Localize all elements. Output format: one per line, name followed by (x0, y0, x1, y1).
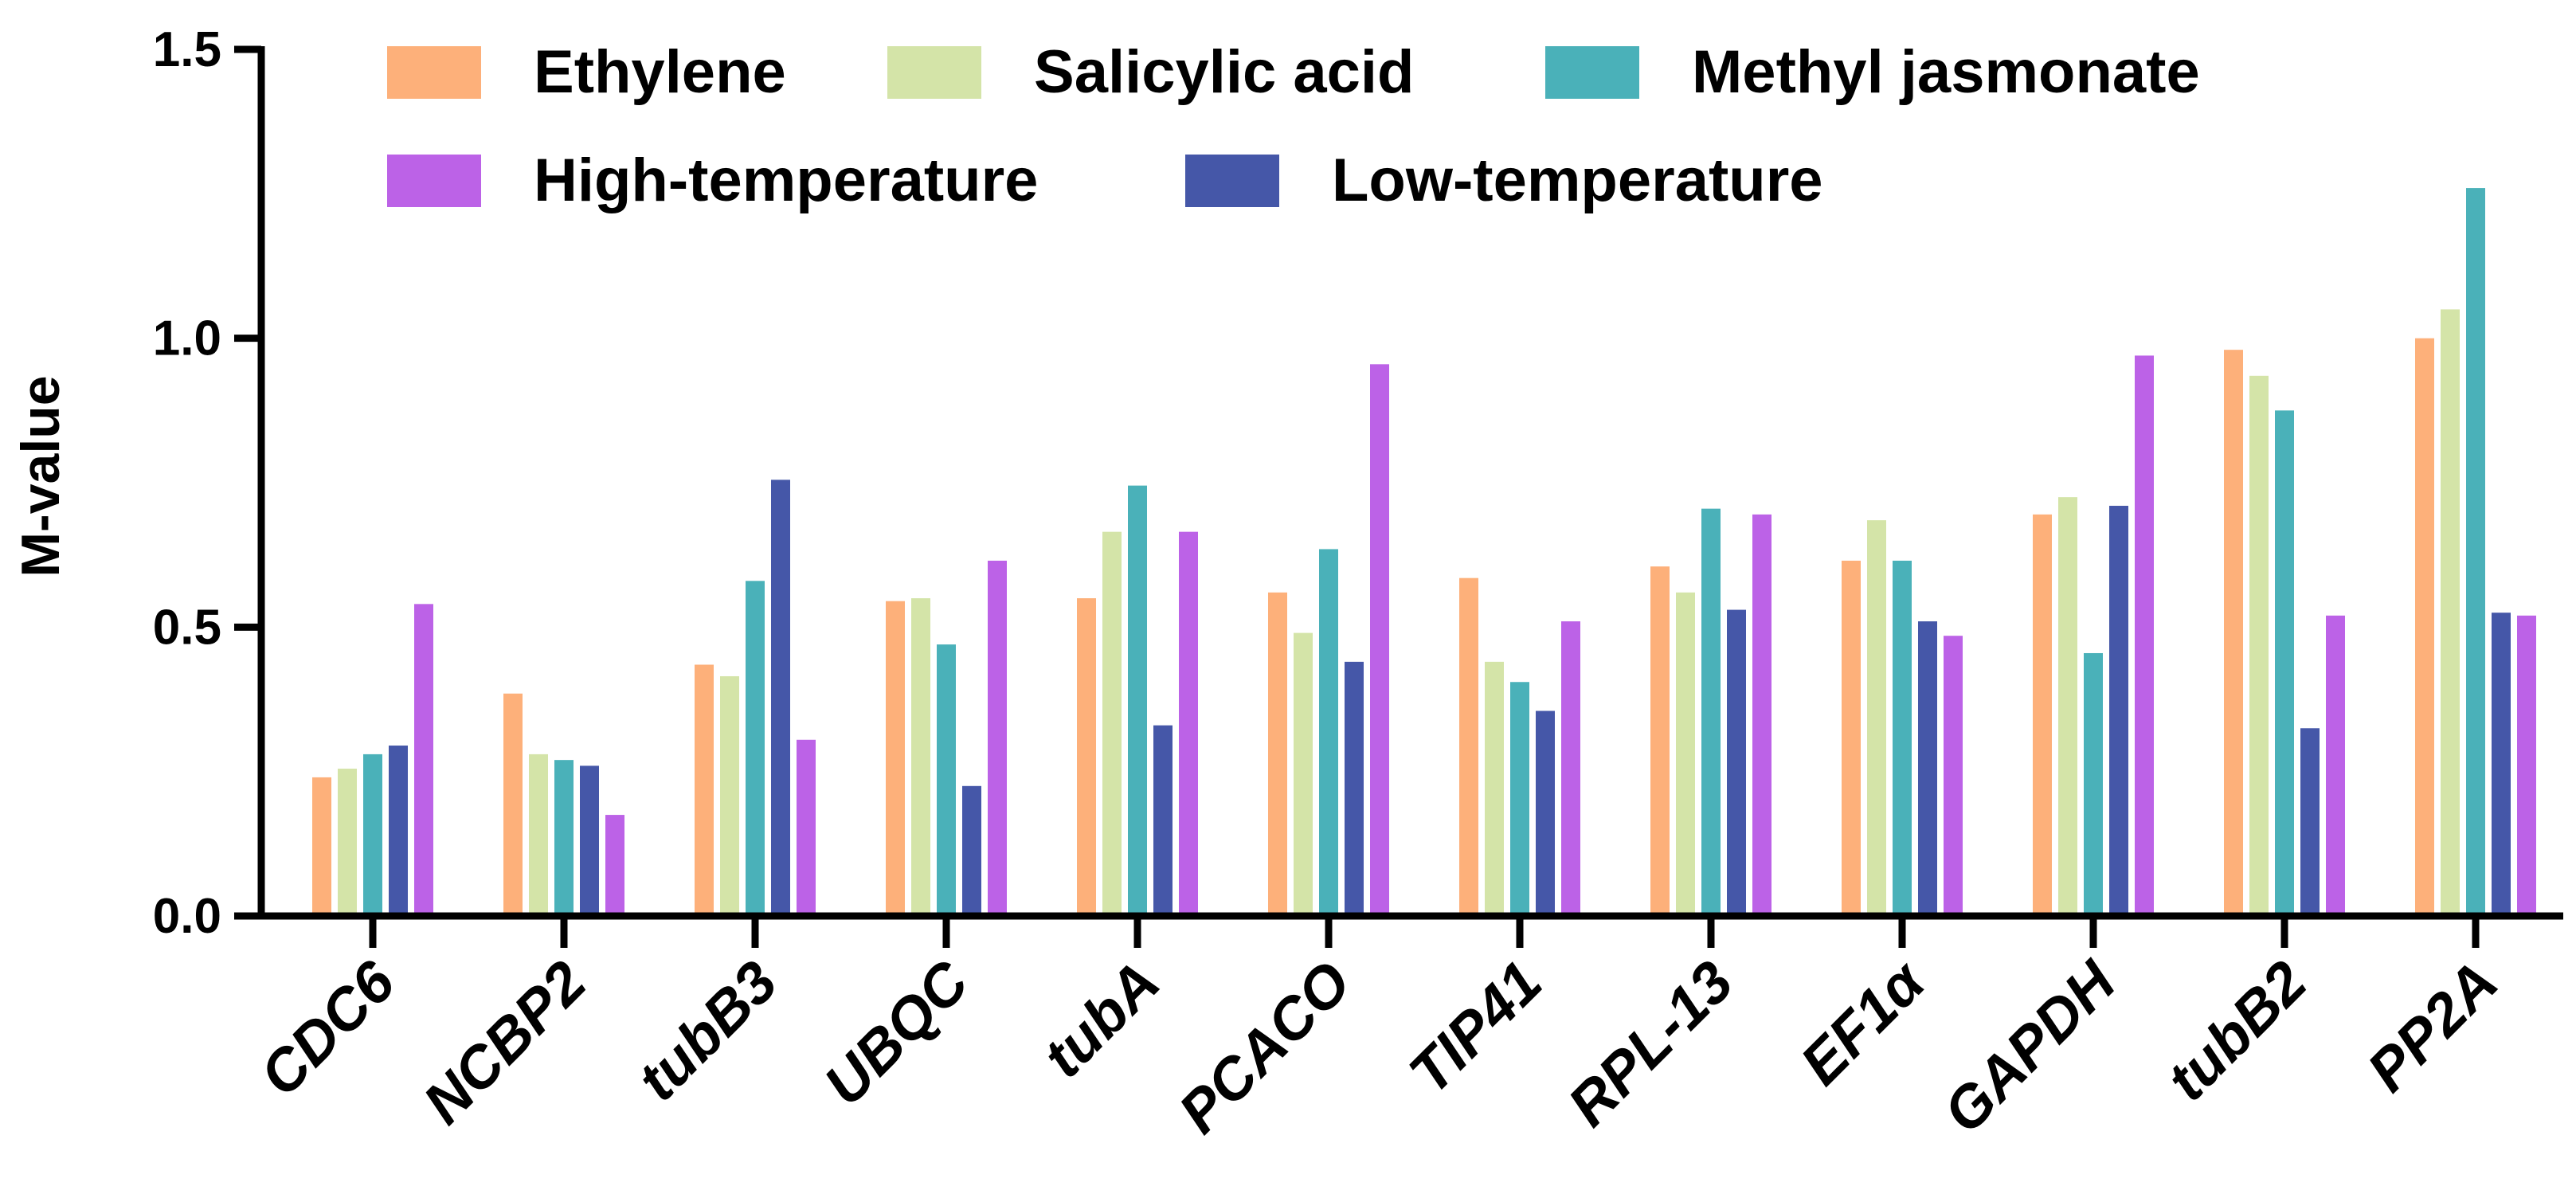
bar-gapdh-high-temperature (2135, 355, 2154, 914)
y-tick-label: 1.0 (153, 311, 221, 366)
bar-cdc6-salicylic-acid (338, 769, 357, 913)
bar-ef1-salicylic-acid (1867, 520, 1886, 913)
x-tick-label-tip41: TIP41 (1396, 949, 1554, 1106)
bar-pp2a-low-temperature (2492, 613, 2511, 913)
legend-swatch-ethylene (387, 46, 481, 99)
bar-tubb2-ethylene (2224, 350, 2243, 913)
bar-rpl-13-low-temperature (1727, 609, 1746, 913)
bar-rpl-13-ethylene (1650, 566, 1670, 913)
x-tick-label-gapdh: GAPDH (1931, 948, 2129, 1146)
legend-label-salicylic-acid: Salicylic acid (1034, 38, 1414, 106)
bar-pcaco-low-temperature (1345, 661, 1364, 913)
x-tick-label-rpl-13: RPL-13 (1555, 949, 1745, 1139)
x-tick-label-pcaco: PCACO (1166, 949, 1364, 1146)
bar-gapdh-ethylene (2033, 514, 2052, 913)
bar-ubqc-low-temperature (962, 785, 981, 913)
bar-tuba-low-temperature (1153, 725, 1173, 913)
x-tick-label-ncbp2: NCBP2 (410, 949, 598, 1137)
bar-tubb3-low-temperature (771, 480, 790, 913)
bar-ncbp2-low-temperature (580, 765, 599, 913)
bars-layer (312, 188, 2536, 914)
x-tick-label-tuba: tubA (1030, 949, 1172, 1090)
legend-label-ethylene: Ethylene (534, 38, 786, 106)
bar-pp2a-methyl-jasmonate (2466, 188, 2485, 913)
x-tick-label-tubb3: tubB3 (624, 949, 789, 1114)
bar-gapdh-low-temperature (2109, 506, 2128, 913)
bar-ef1-low-temperature (1918, 621, 1937, 913)
bar-tubb3-methyl-jasmonate (746, 581, 765, 913)
bar-ef1-methyl-jasmonate (1893, 560, 1912, 913)
bar-ncbp2-ethylene (503, 693, 523, 913)
legend-item-low-temperature: Low-temperature (1185, 147, 1823, 214)
bar-gapdh-methyl-jasmonate (2084, 652, 2103, 913)
bar-cdc6-ethylene (312, 777, 331, 913)
bar-ubqc-methyl-jasmonate (937, 644, 956, 913)
bar-tuba-methyl-jasmonate (1128, 485, 1147, 913)
bar-ubqc-high-temperature (988, 560, 1007, 913)
bar-cdc6-methyl-jasmonate (363, 754, 382, 913)
legend-swatch-high-temperature (387, 155, 481, 207)
bar-ncbp2-salicylic-acid (529, 754, 548, 913)
y-axis-title: M-value (10, 375, 71, 577)
bar-pcaco-methyl-jasmonate (1319, 549, 1338, 913)
bar-pp2a-salicylic-acid (2441, 309, 2460, 913)
bar-tubb2-salicylic-acid (2249, 375, 2269, 913)
bar-tubb3-salicylic-acid (720, 675, 739, 913)
legend-item-salicylic-acid: Salicylic acid (887, 38, 1414, 106)
bar-tubb2-high-temperature (2326, 615, 2345, 913)
x-tick-label-tubb2: tubB2 (2154, 949, 2319, 1114)
y-tick-label: 1.5 (153, 22, 221, 77)
x-tick-label-ubqc: UBQC (812, 948, 982, 1118)
bar-tuba-salicylic-acid (1102, 531, 1122, 913)
legend-label-high-temperature: High-temperature (534, 147, 1038, 214)
legend: Ethylene Salicylic acid Methyl jasmonate Hi… (387, 38, 2200, 214)
bar-tip41-salicylic-acid (1485, 661, 1504, 913)
bar-cdc6-low-temperature (389, 746, 408, 913)
bar-pcaco-salicylic-acid (1294, 632, 1313, 913)
bar-tubb3-ethylene (695, 664, 714, 913)
bar-rpl-13-salicylic-acid (1676, 592, 1695, 913)
x-tick-label-cdc6: CDC6 (247, 948, 408, 1109)
bar-pp2a-high-temperature (2517, 615, 2536, 913)
y-tick-label: 0.0 (153, 889, 221, 944)
legend-item-methyl-jasmonate: Methyl jasmonate (1545, 38, 2200, 106)
bar-cdc6-high-temperature (414, 604, 433, 913)
bar-tip41-methyl-jasmonate (1510, 682, 1529, 913)
legend-label-low-temperature: Low-temperature (1332, 147, 1823, 214)
bar-gapdh-salicylic-acid (2058, 497, 2077, 913)
bar-ubqc-salicylic-acid (911, 598, 930, 913)
x-tick-label-ef1: EF1α (1787, 946, 1938, 1097)
bar-tubb2-low-temperature (2300, 728, 2320, 913)
legend-item-high-temperature: High-temperature (387, 147, 1038, 214)
bar-tuba-ethylene (1077, 598, 1096, 913)
bar-pcaco-ethylene (1268, 592, 1287, 913)
x-tick-label-pp2a: PP2A (2355, 949, 2510, 1104)
legend-swatch-low-temperature (1185, 155, 1279, 207)
y-axis-ticks: 0.0 0.5 1.0 1.5 (153, 22, 261, 944)
legend-label-methyl-jasmonate: Methyl jasmonate (1692, 38, 2200, 106)
bar-ncbp2-high-temperature (605, 815, 624, 913)
bar-tubb3-high-temperature (797, 739, 816, 913)
legend-swatch-methyl-jasmonate (1545, 46, 1639, 99)
bar-tip41-ethylene (1459, 577, 1478, 913)
bar-ncbp2-methyl-jasmonate (554, 760, 574, 913)
y-tick-label: 0.5 (153, 600, 221, 655)
bar-tip41-low-temperature (1536, 710, 1555, 913)
bar-tuba-high-temperature (1179, 531, 1198, 913)
bar-ef1-high-temperature (1944, 636, 1963, 913)
legend-item-ethylene: Ethylene (387, 38, 786, 106)
bar-ef1-ethylene (1842, 560, 1861, 913)
bar-pcaco-high-temperature (1370, 364, 1389, 914)
bar-rpl-13-methyl-jasmonate (1701, 508, 1721, 913)
bar-ubqc-ethylene (886, 601, 905, 913)
legend-swatch-salicylic-acid (887, 46, 981, 99)
bar-rpl-13-high-temperature (1752, 514, 1771, 913)
bar-pp2a-ethylene (2415, 338, 2434, 914)
bar-tip41-high-temperature (1561, 621, 1580, 913)
bar-tubb2-methyl-jasmonate (2275, 410, 2294, 913)
